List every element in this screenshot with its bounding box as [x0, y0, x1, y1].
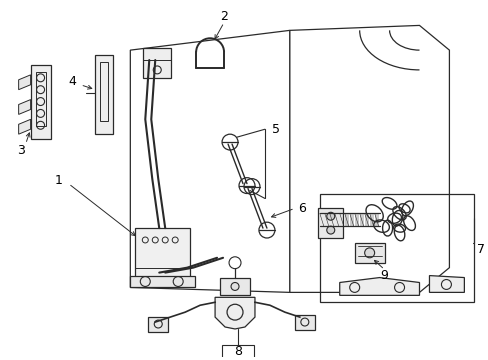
Bar [143, 48, 171, 78]
Text: 9: 9 [380, 269, 388, 282]
Bar [319, 194, 473, 302]
Polygon shape [148, 317, 168, 332]
Bar [220, 278, 249, 295]
Polygon shape [324, 213, 328, 226]
Polygon shape [130, 275, 195, 287]
Bar [222, 345, 253, 359]
Polygon shape [215, 297, 254, 329]
Polygon shape [369, 213, 373, 226]
Bar [317, 208, 342, 238]
Polygon shape [428, 275, 464, 292]
Polygon shape [349, 213, 353, 226]
Polygon shape [294, 315, 314, 330]
Polygon shape [364, 213, 368, 226]
Bar [31, 65, 50, 139]
Text: 8: 8 [234, 345, 242, 358]
Text: 6: 6 [297, 202, 305, 215]
Circle shape [364, 248, 374, 258]
Polygon shape [359, 213, 363, 226]
Circle shape [230, 283, 239, 291]
Polygon shape [334, 213, 338, 226]
Text: 4: 4 [68, 75, 76, 88]
Bar [354, 243, 384, 263]
Polygon shape [354, 213, 358, 226]
Polygon shape [130, 30, 289, 292]
Polygon shape [339, 278, 419, 295]
Bar [100, 62, 108, 121]
Text: 2: 2 [220, 10, 227, 23]
Polygon shape [339, 213, 343, 226]
Circle shape [326, 226, 334, 234]
Polygon shape [344, 213, 348, 226]
Bar [135, 228, 190, 278]
Text: 7: 7 [476, 243, 485, 256]
Polygon shape [19, 120, 31, 134]
Circle shape [326, 212, 334, 220]
Text: 5: 5 [271, 123, 279, 136]
Polygon shape [19, 100, 31, 114]
Bar [95, 55, 113, 134]
Polygon shape [329, 213, 333, 226]
Text: 3: 3 [17, 144, 24, 157]
Polygon shape [19, 75, 31, 90]
Polygon shape [289, 26, 448, 292]
Polygon shape [374, 213, 378, 226]
Bar [36, 72, 45, 126]
Text: 1: 1 [55, 174, 62, 187]
Polygon shape [319, 213, 323, 226]
